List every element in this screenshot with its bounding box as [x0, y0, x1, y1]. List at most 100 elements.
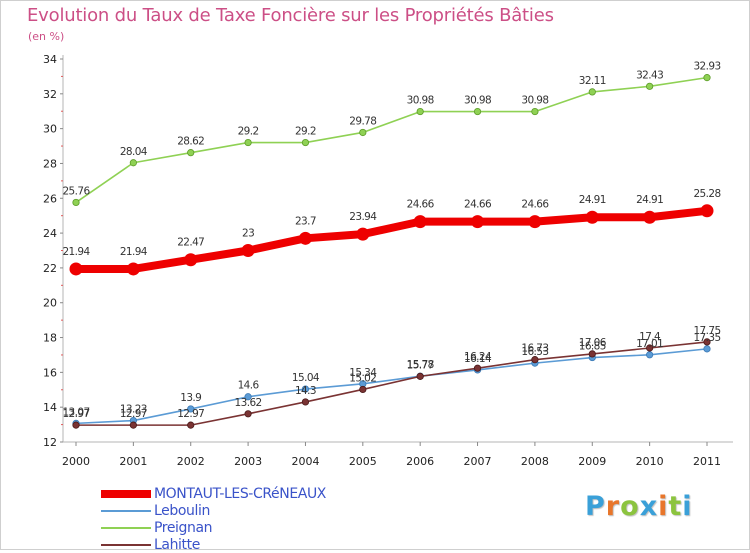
- x-tick-label: 2007: [464, 455, 492, 468]
- series-line: [75, 348, 708, 425]
- data-point: [416, 372, 424, 380]
- y-tick-label: 32: [43, 88, 57, 101]
- y-tick-label: 18: [43, 332, 57, 345]
- data-point: [187, 405, 195, 413]
- data-label: 16.53: [521, 346, 548, 358]
- legend-item: Leboulin: [101, 502, 326, 519]
- data-point: [72, 198, 80, 207]
- y-tick-label: 24: [43, 227, 57, 240]
- y-tick-label: 22: [43, 262, 57, 275]
- data-label: 24.91: [579, 194, 606, 206]
- legend-label: MONTAUT-LES-CRéNEAUX: [154, 485, 326, 502]
- data-point: [187, 149, 195, 157]
- series-line: [75, 76, 708, 204]
- data-label: 13.62: [235, 397, 262, 409]
- logo-letter: t: [668, 491, 683, 522]
- data-label: 29.2: [295, 126, 316, 138]
- y-tick-label: 28: [43, 157, 57, 170]
- data-label: 16.85: [579, 341, 606, 353]
- data-label: 15.34: [349, 367, 377, 379]
- axes: 12 14 16 18 20 22 24 26 28 30 32 34 2000 2001 2002 2003…: [43, 53, 733, 468]
- data-label: 12.97: [177, 408, 204, 420]
- data-point: [298, 231, 312, 245]
- data-point: [646, 82, 654, 90]
- legend-item: MONTAUT-LES-CRéNEAUX: [101, 485, 326, 502]
- legend-item: Lahitte: [101, 536, 326, 553]
- series-layer: [69, 74, 714, 429]
- data-point: [700, 204, 714, 218]
- data-label: 15.04: [292, 372, 320, 384]
- logo-letter: o: [620, 491, 640, 522]
- data-point: [356, 227, 370, 241]
- data-label: 32.93: [693, 61, 720, 73]
- legend-label: Lahitte: [154, 536, 200, 553]
- data-label: 16.14: [464, 353, 492, 365]
- data-label: 17.4: [639, 331, 661, 343]
- data-label: 21.94: [62, 246, 90, 258]
- x-tick-label: 2008: [521, 455, 549, 468]
- data-label: 25.28: [693, 188, 720, 200]
- legend-swatch: [101, 509, 151, 512]
- series-line: [75, 341, 708, 426]
- y-tick-label: 30: [43, 123, 57, 136]
- data-label: 32.11: [579, 75, 606, 87]
- data-label: 15.78: [407, 359, 434, 371]
- data-point: [244, 138, 252, 147]
- series-1: [72, 345, 711, 427]
- data-label: 24.66: [521, 199, 549, 211]
- data-label: 30.98: [407, 95, 434, 107]
- data-point: [643, 210, 657, 224]
- data-point: [528, 215, 542, 229]
- series-line: [72, 206, 711, 273]
- legend-swatch: [101, 526, 151, 529]
- x-tick-label: 2000: [62, 455, 90, 468]
- x-tick-label: 2002: [177, 455, 205, 468]
- data-label: 24.66: [407, 199, 435, 211]
- data-point: [588, 88, 596, 96]
- data-label: 12.97: [62, 408, 89, 420]
- data-point: [471, 215, 485, 229]
- data-point: [585, 210, 599, 224]
- legend-label: Preignan: [154, 519, 213, 536]
- legend-label: Leboulin: [154, 502, 210, 519]
- series-0: [69, 204, 714, 276]
- x-tick-label: 2011: [693, 455, 721, 468]
- y-tick-label: 34: [43, 53, 57, 66]
- series-2: [72, 74, 711, 207]
- logo-letter: P: [585, 491, 606, 522]
- proxiti-logo: Proxiti: [585, 491, 693, 522]
- logo-letter: r: [605, 491, 621, 522]
- data-label: 32.43: [636, 69, 663, 81]
- data-label: 28.04: [120, 146, 148, 158]
- data-label: 17.06: [579, 337, 607, 349]
- data-label: 23.94: [349, 211, 377, 223]
- data-label: 30.98: [521, 95, 548, 107]
- y-tick-label: 12: [43, 436, 57, 449]
- data-label: 29.2: [238, 126, 259, 138]
- data-point: [416, 107, 424, 116]
- data-point: [184, 253, 198, 267]
- data-point: [703, 345, 711, 353]
- x-tick-label: 2003: [234, 455, 262, 468]
- data-label: 17.01: [636, 338, 663, 350]
- data-label: 15.77: [407, 359, 434, 371]
- data-point: [241, 244, 255, 257]
- data-point: [531, 356, 539, 364]
- data-label: 25.76: [62, 185, 90, 197]
- y-tick-label: 16: [43, 366, 57, 379]
- x-tick-label: 2010: [636, 455, 664, 468]
- legend-item: Preignan: [101, 519, 326, 536]
- y-tick-label: 20: [43, 297, 57, 310]
- data-point: [531, 107, 539, 116]
- x-tick-label: 2004: [291, 455, 319, 468]
- x-tick-label: 2009: [578, 455, 606, 468]
- data-point: [244, 410, 252, 418]
- data-label: 17.35: [693, 332, 720, 344]
- data-label: 24.66: [464, 199, 492, 211]
- data-point: [359, 128, 367, 137]
- data-point: [301, 398, 310, 406]
- data-label: 13.07: [62, 406, 89, 418]
- legend-swatch: [101, 489, 151, 498]
